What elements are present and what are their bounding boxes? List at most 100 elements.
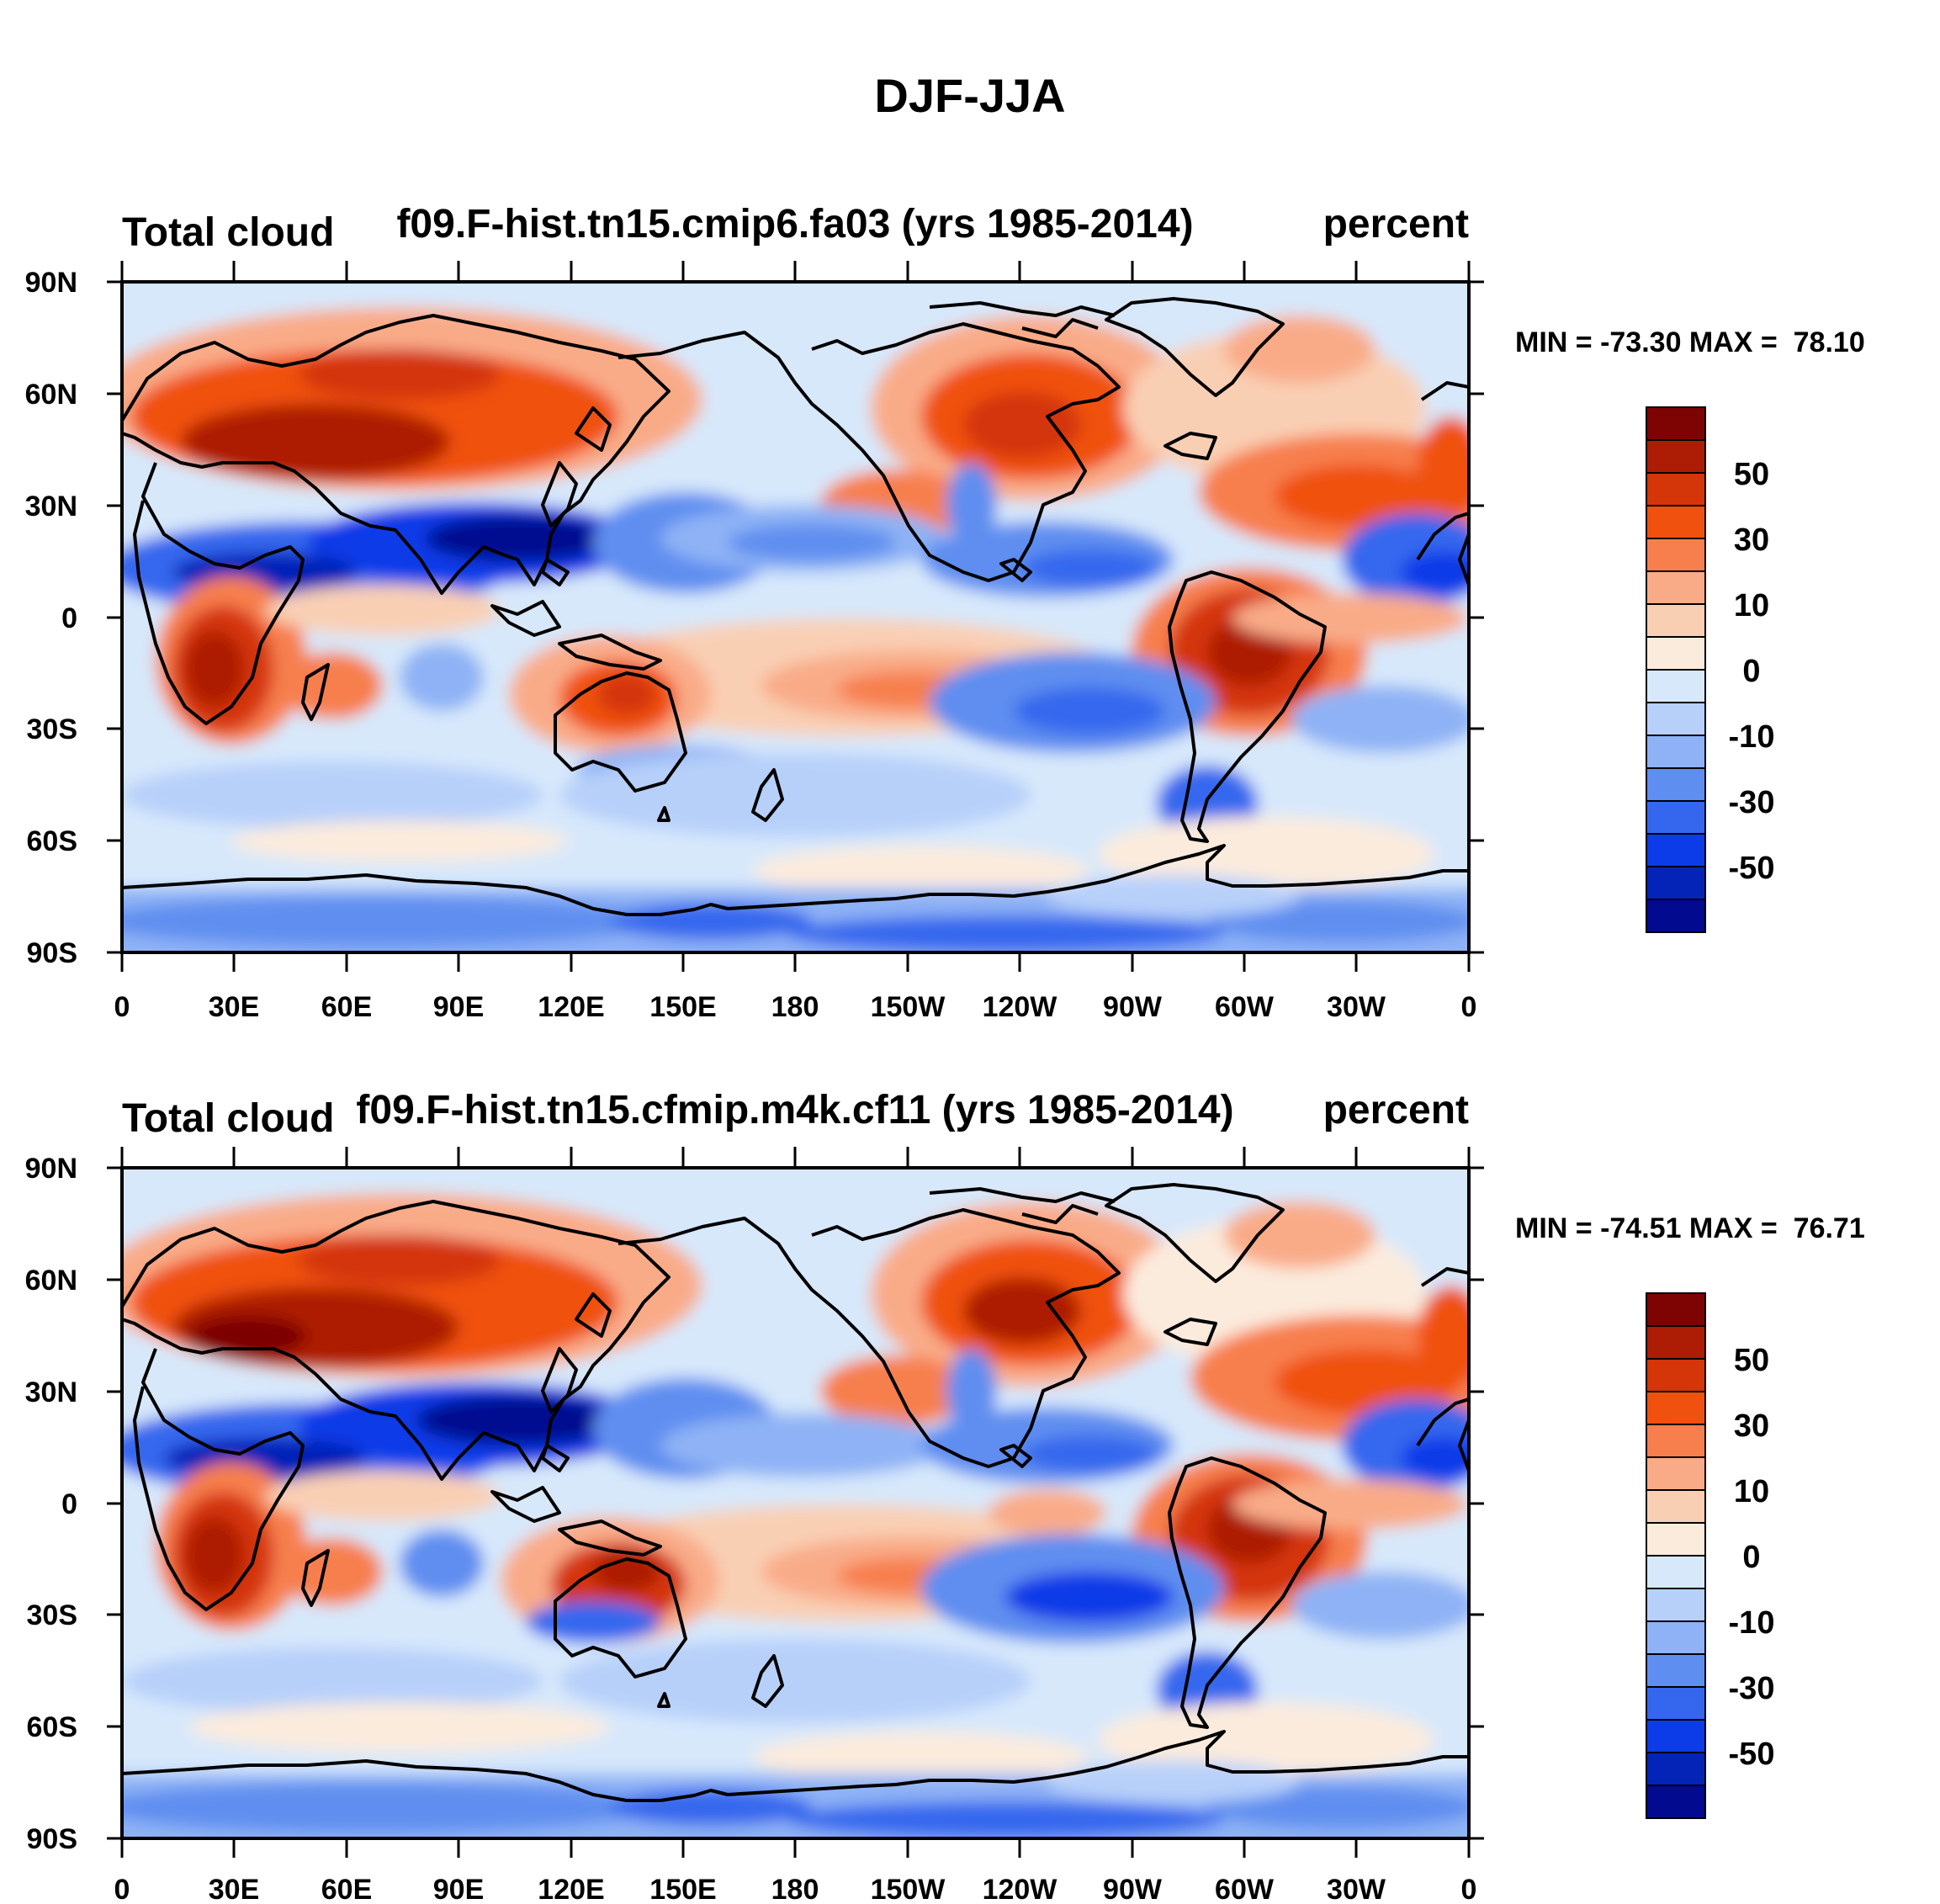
- panel-2-left-label: Total cloud: [122, 1096, 334, 1141]
- lat-label: 90N: [25, 267, 77, 299]
- colorbar-label: -50: [1729, 1737, 1775, 1772]
- colorbar-box: [1646, 636, 1706, 671]
- panel-2-axes: 90N 60N 30N 0 30S 60S 90S 0 30E 60E 90E …: [25, 1147, 1484, 1904]
- panel-1-map: [122, 282, 1469, 952]
- colorbar-box: [1646, 1620, 1706, 1655]
- colorbar-box: [1646, 833, 1706, 867]
- lon-label: 90E: [433, 991, 485, 1023]
- lon-label: 120W: [983, 991, 1058, 1023]
- lon-label: 60W: [1215, 1874, 1275, 1904]
- colorbar-box: [1646, 1719, 1706, 1753]
- lon-label: 120E: [538, 991, 604, 1023]
- lat-label: 90S: [27, 1823, 78, 1855]
- colorbar-box: [1646, 669, 1706, 703]
- colorbar-label: 50: [1734, 457, 1769, 492]
- lon-label: 120E: [538, 1874, 604, 1904]
- panel-1-center-label: f09.F-hist.tn15.cmip6.fa03 (yrs 1985-201…: [396, 202, 1193, 247]
- colorbar-box: [1646, 1752, 1706, 1786]
- colorbar-box: [1646, 1391, 1706, 1425]
- colorbar-label: -30: [1729, 785, 1775, 820]
- panel-1-minmax: MIN = -73.30 MAX = 78.10: [1515, 326, 1865, 358]
- colorbar-box: [1646, 505, 1706, 539]
- colorbar-box: [1646, 800, 1706, 835]
- lon-label: 90W: [1103, 1874, 1163, 1904]
- colorbar-label: 0: [1742, 1540, 1760, 1575]
- colorbar-box: [1646, 1653, 1706, 1688]
- panel-2-minmax: MIN = -74.51 MAX = 76.71: [1515, 1212, 1865, 1244]
- panel-1-left-label: Total cloud: [122, 210, 334, 255]
- lat-label: 0: [61, 1488, 77, 1520]
- lon-label: 90W: [1103, 991, 1163, 1023]
- lat-label: 30S: [27, 1599, 78, 1631]
- panel-1: Total cloud f09.F-hist.tn15.cmip6.fa03 (…: [25, 202, 1865, 1023]
- colorbar-label: 30: [1734, 522, 1769, 558]
- colorbar-box: [1646, 1686, 1706, 1721]
- lon-label: 30E: [209, 991, 260, 1023]
- lon-label: 180: [771, 1874, 819, 1904]
- colorbar-label: 0: [1742, 654, 1760, 689]
- lon-label: 180: [771, 991, 819, 1023]
- colorbar-label: -10: [1729, 719, 1775, 755]
- lon-label: 120W: [983, 1874, 1058, 1904]
- lon-label: 150E: [649, 1874, 716, 1904]
- lat-label: 60N: [25, 1265, 77, 1297]
- colorbar-box: [1646, 1424, 1706, 1458]
- colorbar-box: [1646, 702, 1706, 736]
- lat-label: 60S: [27, 1711, 78, 1743]
- colorbar-box: [1646, 439, 1706, 474]
- lat-label: 30S: [27, 713, 78, 745]
- panel-2-right-label: percent: [1323, 1088, 1469, 1132]
- colorbar-box: [1646, 472, 1706, 506]
- colorbar-box: [1646, 570, 1706, 605]
- panel-1-axes: 90N 60N 30N 0 30S 60S 90S 0 30E 60E 90E …: [25, 261, 1484, 1023]
- colorbar-box: [1646, 735, 1706, 769]
- colorbar-box: [1646, 1489, 1706, 1524]
- panel-2-colorbar: 50 30 10 0 -10 -30 -50: [1646, 1292, 1775, 1819]
- colorbar-label: 10: [1734, 588, 1769, 623]
- colorbar-box: [1646, 603, 1706, 638]
- colorbar-box: [1646, 899, 1706, 933]
- lon-label: 60W: [1215, 991, 1275, 1023]
- colorbar-label: 50: [1734, 1343, 1769, 1378]
- lon-label: 150E: [649, 991, 716, 1023]
- lat-label: 60S: [27, 825, 78, 857]
- colorbar-label: -50: [1729, 851, 1775, 886]
- panel-2-map: [122, 1168, 1469, 1838]
- panel-1-colorbar: 50 30 10 0 -10 -30 -50: [1646, 406, 1775, 933]
- figure-title: DJF-JJA: [874, 69, 1065, 122]
- colorbar-box: [1646, 1456, 1706, 1491]
- lon-label: 30E: [209, 1874, 260, 1904]
- lon-label: 150W: [871, 991, 946, 1023]
- colorbar-label: -10: [1729, 1605, 1775, 1641]
- lat-label: 90N: [25, 1153, 77, 1185]
- colorbar-box: [1646, 406, 1706, 441]
- lon-label: 30W: [1327, 991, 1386, 1023]
- colorbar-label: 10: [1734, 1474, 1769, 1509]
- panel-1-right-label: percent: [1323, 202, 1469, 247]
- colorbar-label: 30: [1734, 1408, 1769, 1444]
- colorbar-box: [1646, 1785, 1706, 1819]
- colorbar-box: [1646, 1325, 1706, 1360]
- colorbar-box: [1646, 1588, 1706, 1622]
- colorbar-box: [1646, 1292, 1706, 1327]
- colorbar-label: -30: [1729, 1671, 1775, 1706]
- panel-2-center-label: f09.F-hist.tn15.cfmip.m4k.cf11 (yrs 1985…: [356, 1088, 1233, 1132]
- colorbar-box: [1646, 767, 1706, 802]
- colorbar-box: [1646, 1555, 1706, 1589]
- colorbar-box: [1646, 1522, 1706, 1557]
- lat-label: 30N: [25, 491, 77, 522]
- colorbar-box: [1646, 866, 1706, 900]
- lon-label: 150W: [871, 1874, 946, 1904]
- lon-label: 60E: [321, 1874, 373, 1904]
- lon-label: 0: [1461, 991, 1477, 1023]
- colorbar-box: [1646, 538, 1706, 572]
- lon-label: 0: [1461, 1874, 1477, 1904]
- lat-label: 90S: [27, 937, 78, 969]
- lat-label: 60N: [25, 379, 77, 411]
- panel-2: Total cloud f09.F-hist.tn15.cfmip.m4k.cf…: [25, 1088, 1865, 1904]
- lon-label: 30W: [1327, 1874, 1386, 1904]
- colorbar-box: [1646, 1358, 1706, 1392]
- lon-label: 90E: [433, 1874, 485, 1904]
- lon-label: 60E: [321, 991, 373, 1023]
